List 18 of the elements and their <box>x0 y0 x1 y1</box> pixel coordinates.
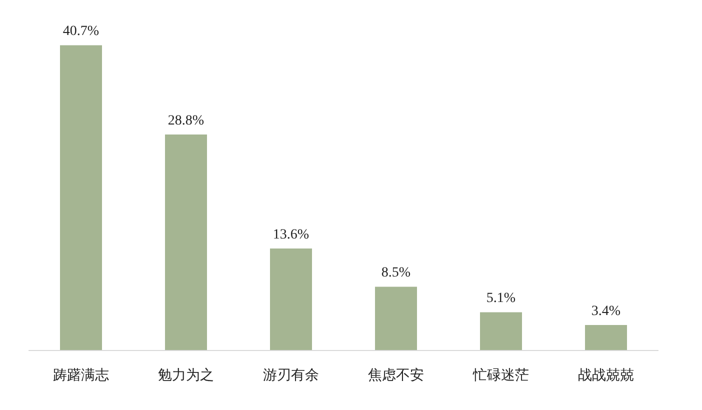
bar <box>375 286 417 350</box>
x-tick-label: 忙碌迷茫 <box>472 366 529 382</box>
bar <box>585 325 627 350</box>
bar <box>60 45 102 350</box>
x-tick-label: 游刃有余 <box>263 366 319 382</box>
x-tick-label: 踌躇满志 <box>53 366 109 382</box>
x-tick-label: 勉力为之 <box>158 366 214 382</box>
x-tick-label: 焦虑不安 <box>368 366 424 382</box>
data-label: 28.8% <box>168 113 204 128</box>
data-label: 40.7% <box>62 24 100 40</box>
data-label: 13.6% <box>272 227 310 242</box>
bar <box>270 248 312 350</box>
bar <box>480 312 522 350</box>
bar <box>165 134 207 350</box>
x-tick-label: 战战兢兢 <box>578 366 634 382</box>
data-label: 5.1% <box>486 291 516 306</box>
data-label: 8.5% <box>381 266 411 281</box>
data-label: 3.4% <box>591 304 621 319</box>
